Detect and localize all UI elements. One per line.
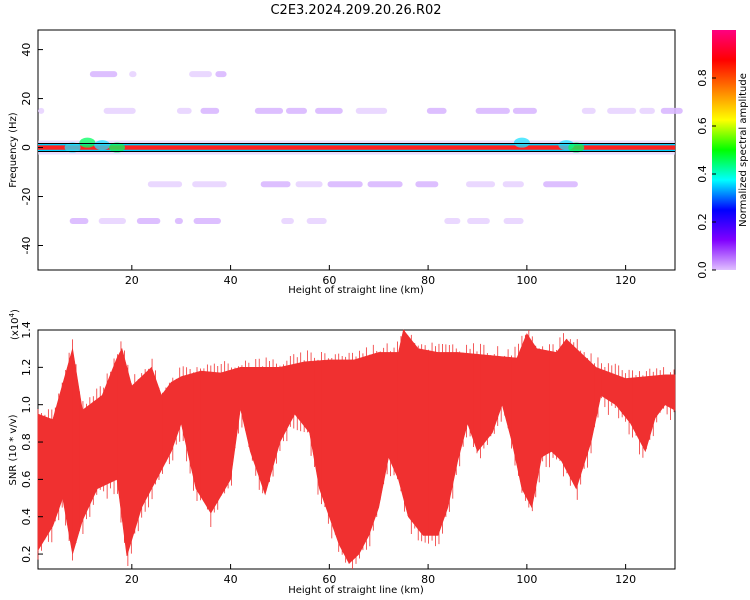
y-tick-label: 1.2 bbox=[20, 359, 33, 377]
spectral-blob bbox=[79, 137, 96, 148]
spectral-band-segment bbox=[512, 107, 537, 114]
spectral-band-segment bbox=[192, 181, 227, 188]
spectral-band-segment bbox=[466, 181, 496, 188]
snr-panel: 20 40 60 80 100 120 0.2 0.4 0.6 0.8 1.0 1.2 1.4 Hei… bbox=[8, 309, 676, 596]
y-tick-label: 20 bbox=[20, 92, 33, 106]
spectrogram-x-label: Height of straight line (km) bbox=[288, 285, 424, 296]
colorbar-tick-label: 0.2 bbox=[696, 213, 709, 231]
spectral-band-segment bbox=[660, 107, 683, 114]
spectral-band-segment bbox=[315, 107, 343, 114]
spectral-band-segment bbox=[607, 107, 637, 114]
x-tick-label: 80 bbox=[421, 573, 435, 586]
x-tick-label: 120 bbox=[615, 573, 636, 586]
svg-text:(x104): (x104) bbox=[8, 309, 21, 340]
snr-scale-base: (x10 bbox=[10, 317, 21, 340]
x-tick-label: 80 bbox=[421, 274, 435, 287]
x-tick-label: 120 bbox=[615, 274, 636, 287]
spectral-blob bbox=[94, 140, 111, 151]
spectral-band-segment bbox=[103, 107, 136, 114]
spectral-band-segment bbox=[639, 107, 655, 114]
spectral-band-segment bbox=[200, 107, 220, 114]
spectral-band-segment bbox=[193, 218, 221, 225]
spectral-band-segment bbox=[38, 107, 45, 114]
spectral-band-segment bbox=[415, 181, 439, 188]
spectral-band-segment bbox=[444, 218, 461, 225]
y-tick-label: 1.0 bbox=[20, 396, 33, 414]
spectral-band-segment bbox=[129, 71, 137, 78]
spectral-band-segment bbox=[306, 218, 327, 225]
spectral-band-segment bbox=[281, 218, 294, 225]
snr-area bbox=[37, 329, 676, 569]
snr-scale-exponent: 4 bbox=[8, 312, 16, 317]
spectrogram-x-ticks: 20 40 60 80 100 120 bbox=[125, 265, 636, 287]
y-tick-label: 0.6 bbox=[20, 471, 33, 489]
y-tick-label: -40 bbox=[20, 237, 33, 255]
spectral-band-segment bbox=[475, 107, 510, 114]
spectral-blob bbox=[568, 142, 585, 153]
spectral-band-segment bbox=[98, 218, 127, 225]
snr-y-ticks: 0.2 0.4 0.6 0.8 1.0 1.2 1.4 bbox=[20, 321, 43, 563]
main-band-core bbox=[38, 145, 675, 150]
spectrogram-panel: 20 40 60 80 100 120 -40 -20 0 20 40 Height of str… bbox=[8, 29, 683, 296]
snr-scale-label: (x104) bbox=[8, 309, 21, 340]
spectral-band-segment bbox=[367, 181, 403, 188]
colorbar-ticks: 0.0 0.2 0.4 0.6 0.8 bbox=[696, 69, 716, 279]
x-tick-label: 40 bbox=[224, 573, 238, 586]
x-tick-label: 60 bbox=[322, 573, 336, 586]
spectral-band-segment bbox=[503, 218, 524, 225]
spectrogram-y-ticks: -40 -20 0 20 40 bbox=[20, 43, 43, 255]
spectral-band-segment bbox=[136, 218, 161, 225]
spectral-band-segment bbox=[215, 71, 227, 78]
x-tick-label: 60 bbox=[322, 274, 336, 287]
x-tick-label: 100 bbox=[516, 274, 537, 287]
y-tick-label: 40 bbox=[20, 43, 33, 57]
spectral-band-segment bbox=[355, 107, 388, 114]
spectral-band-segment bbox=[502, 181, 524, 188]
y-tick-label: 0.4 bbox=[20, 508, 33, 526]
spectral-band-segment bbox=[327, 181, 363, 188]
spectral-band-segment bbox=[285, 107, 308, 114]
spectral-band-segment bbox=[254, 107, 284, 114]
y-tick-label: 1.4 bbox=[20, 321, 33, 339]
x-tick-label: 20 bbox=[125, 573, 139, 586]
spectral-band-segment bbox=[426, 107, 447, 114]
colorbar-tick-label: 0.6 bbox=[696, 117, 709, 135]
spectral-band-segment bbox=[69, 218, 89, 225]
snr-x-label: Height of straight line (km) bbox=[288, 585, 424, 596]
spectral-blob bbox=[109, 142, 126, 153]
snr-x-ticks: 20 40 60 80 100 120 bbox=[125, 564, 636, 586]
spectral-band-segment bbox=[176, 107, 192, 114]
colorbar-tick-label: 0.4 bbox=[696, 165, 709, 183]
spectrogram-y-label: Frequency (Hz) bbox=[8, 112, 19, 188]
spectrogram-bands bbox=[38, 71, 683, 225]
spectral-band-segment bbox=[174, 218, 183, 225]
spectral-blob bbox=[513, 137, 530, 148]
colorbar-tick-label: 0.8 bbox=[696, 69, 709, 87]
y-tick-label: 0.2 bbox=[20, 545, 33, 563]
spectral-band-segment bbox=[189, 71, 212, 78]
snr-y-label: SNR (10 * v/v) bbox=[8, 414, 19, 485]
x-tick-label: 20 bbox=[125, 274, 139, 287]
spectral-band-segment bbox=[467, 218, 490, 225]
y-tick-label: -20 bbox=[20, 188, 33, 206]
spectral-band-segment bbox=[89, 71, 118, 78]
colorbar-gradient bbox=[712, 30, 736, 270]
spectral-band-segment bbox=[260, 181, 291, 188]
colorbar: 0.0 0.2 0.4 0.6 0.8 Normalized spectral ampl… bbox=[696, 30, 749, 279]
spectral-band-segment bbox=[543, 181, 578, 188]
spectral-blob bbox=[64, 142, 81, 153]
y-tick-label: 0.8 bbox=[20, 433, 33, 451]
colorbar-label: Normalized spectral amplitude bbox=[738, 73, 749, 227]
figure-title: C2E3.2024.209.20.26.R02 bbox=[270, 3, 441, 18]
x-tick-label: 100 bbox=[516, 573, 537, 586]
colorbar-tick-label: 0.0 bbox=[696, 261, 709, 279]
spectral-band-segment bbox=[581, 107, 596, 114]
spectral-band-segment bbox=[295, 181, 323, 188]
y-tick-label: 0 bbox=[20, 144, 33, 151]
x-tick-label: 40 bbox=[224, 274, 238, 287]
spectral-band-segment bbox=[147, 181, 183, 188]
